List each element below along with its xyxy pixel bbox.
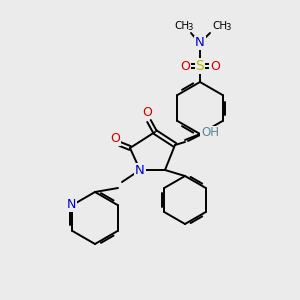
Text: CH: CH [212, 21, 228, 31]
Text: O: O [180, 59, 190, 73]
Text: CH: CH [174, 21, 190, 31]
Text: N: N [135, 164, 145, 176]
Text: 3: 3 [187, 23, 193, 32]
Text: N: N [67, 199, 76, 212]
Text: 3: 3 [225, 23, 231, 32]
Text: O: O [210, 59, 220, 73]
Text: O: O [110, 133, 120, 146]
Text: N: N [195, 37, 205, 50]
Text: O: O [142, 106, 152, 118]
Text: S: S [196, 59, 204, 73]
Text: OH: OH [201, 127, 219, 140]
